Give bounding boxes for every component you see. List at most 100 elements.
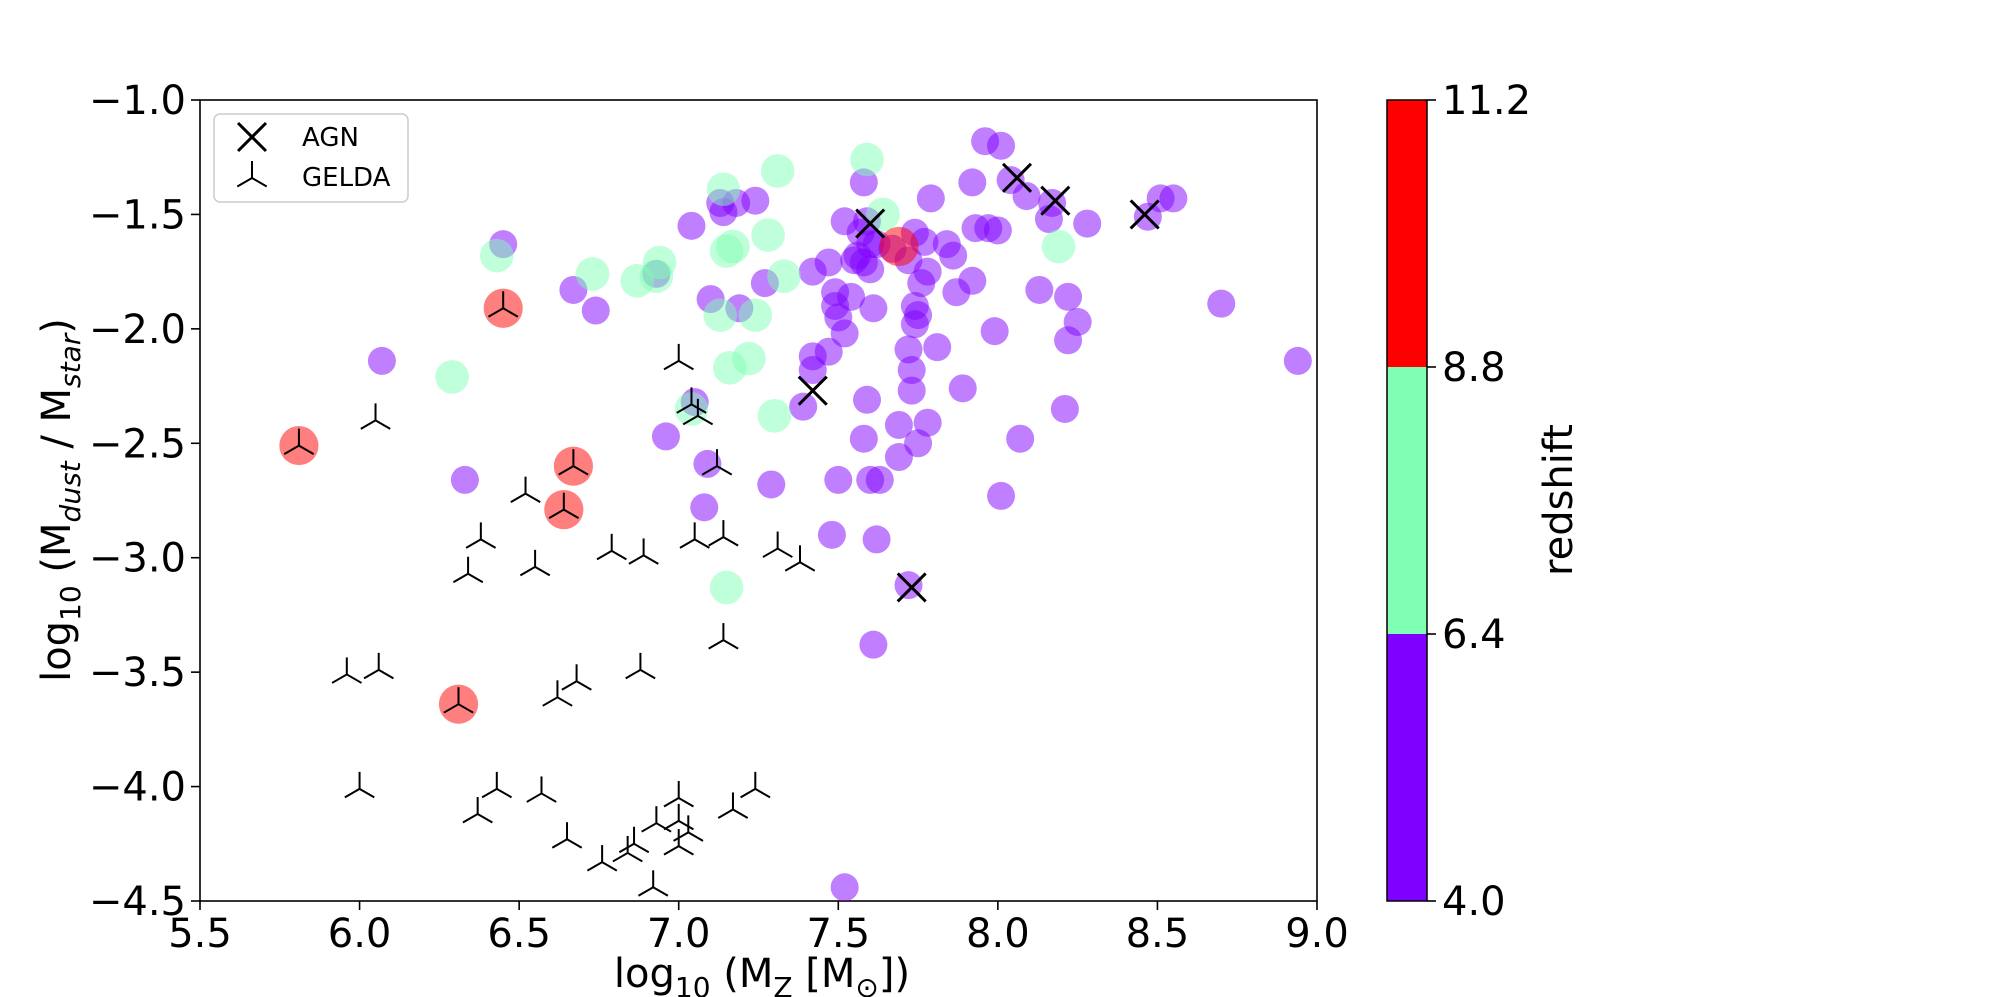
data-point bbox=[900, 310, 929, 339]
agn-marker bbox=[1001, 162, 1033, 193]
x-tick-label: 7.5 bbox=[806, 911, 870, 957]
data-point bbox=[757, 399, 792, 433]
data-point bbox=[824, 465, 853, 494]
gelda-marker bbox=[628, 538, 659, 565]
colorbar-tick-label: 8.8 bbox=[1442, 345, 1506, 391]
x-tick-label: 6.5 bbox=[487, 911, 551, 957]
gelda-marker bbox=[663, 781, 694, 808]
gelda-marker bbox=[740, 771, 771, 799]
gelda-marker bbox=[331, 657, 363, 684]
y-axis: −4.5 −4.0 −3.5 −3.0 −2.5 −2.0 −1.5 −1.0 bbox=[89, 78, 200, 925]
colorbar: 4.0 6.4 8.8 11.2 redshift bbox=[1386, 78, 1582, 925]
y-tick-label: −2.0 bbox=[89, 307, 186, 353]
data-point bbox=[450, 465, 479, 494]
data-point bbox=[706, 172, 741, 207]
gelda-marker bbox=[717, 792, 749, 819]
data-point bbox=[865, 465, 894, 494]
colorbar-bar bbox=[1386, 99, 1428, 902]
data-point bbox=[942, 278, 971, 307]
legend-x-marker-icon bbox=[236, 121, 268, 153]
data-point bbox=[620, 263, 655, 298]
y-tick-label: −3.5 bbox=[89, 650, 186, 696]
plot-frame bbox=[199, 99, 1318, 902]
x-tick-label: 8.5 bbox=[1126, 911, 1190, 957]
data-point bbox=[1025, 275, 1054, 304]
gelda-marker bbox=[762, 531, 793, 558]
data-point bbox=[709, 570, 744, 605]
gelda-marker bbox=[618, 826, 650, 854]
colorbar-label: redshift bbox=[1536, 424, 1582, 576]
data-point bbox=[1159, 184, 1188, 213]
agn-marker bbox=[855, 208, 886, 239]
data-point bbox=[738, 298, 773, 332]
colorbar-tick-label: 6.4 bbox=[1442, 612, 1506, 658]
y-tick-label: −4.5 bbox=[89, 879, 186, 925]
x-axis: 5.5 6.0 6.5 7.0 7.5 8.0 8.5 9.0 bbox=[168, 901, 1349, 957]
y-tick-label: −1.0 bbox=[89, 78, 186, 124]
gelda-marker bbox=[526, 776, 557, 803]
data-point bbox=[987, 481, 1016, 510]
markers-layer bbox=[283, 162, 1160, 897]
gelda-marker bbox=[561, 664, 592, 691]
data-point bbox=[866, 197, 900, 232]
gelda-marker bbox=[682, 398, 714, 426]
gelda-marker bbox=[586, 845, 618, 872]
data-point bbox=[853, 385, 882, 414]
data-point bbox=[767, 259, 801, 294]
gelda-marker bbox=[673, 815, 704, 842]
legend-agn-x bbox=[236, 121, 268, 153]
x-axis-title: log10 (MZ [M⊙]) bbox=[614, 951, 910, 997]
gelda-marker bbox=[542, 680, 573, 707]
y-tick-label: −3.0 bbox=[89, 536, 186, 582]
data-point bbox=[884, 410, 913, 439]
gelda-marker bbox=[641, 806, 672, 833]
agn-marker bbox=[1129, 199, 1160, 230]
x-tick-label: 7.0 bbox=[647, 911, 711, 957]
data-point bbox=[693, 449, 722, 478]
data-point bbox=[948, 374, 977, 403]
gelda-marker bbox=[663, 829, 694, 856]
data-point bbox=[884, 443, 913, 472]
data-point bbox=[703, 298, 738, 332]
gelda-marker bbox=[487, 291, 519, 318]
legend-gelda-tri bbox=[236, 161, 268, 188]
agn-marker bbox=[896, 572, 927, 603]
gelda-marker bbox=[462, 797, 493, 824]
gelda-marker bbox=[701, 449, 733, 476]
gelda-marker bbox=[612, 835, 643, 863]
points-layer bbox=[279, 127, 1312, 901]
gelda-marker bbox=[558, 449, 589, 476]
data-point bbox=[677, 211, 706, 240]
gelda-marker bbox=[663, 343, 694, 371]
data-point bbox=[913, 257, 942, 286]
colorbar-tick-label: 4.0 bbox=[1442, 879, 1506, 925]
data-point bbox=[751, 218, 785, 252]
data-point bbox=[757, 470, 786, 499]
data-point bbox=[923, 333, 952, 362]
agn-marker bbox=[797, 375, 828, 406]
gelda-marker bbox=[708, 520, 739, 547]
gelda-marker bbox=[465, 522, 497, 549]
x-tick-label: 5.5 bbox=[168, 911, 232, 957]
gelda-marker bbox=[519, 549, 551, 577]
data-point bbox=[830, 319, 859, 348]
gelda-marker bbox=[443, 687, 474, 714]
legend-box bbox=[213, 113, 409, 203]
gelda-marker bbox=[344, 771, 375, 799]
gelda-marker bbox=[625, 652, 656, 680]
data-point bbox=[856, 255, 885, 284]
data-point bbox=[862, 525, 891, 554]
gelda-marker bbox=[363, 652, 394, 680]
data-point bbox=[480, 238, 514, 273]
data-point bbox=[1073, 209, 1102, 238]
data-point bbox=[1207, 289, 1236, 318]
gelda-marker bbox=[596, 533, 627, 561]
gelda-marker bbox=[360, 403, 391, 430]
x-tick-label: 6.0 bbox=[328, 911, 392, 957]
legend-label-gelda: GELDA bbox=[302, 163, 391, 193]
x-tick-label: 8.0 bbox=[966, 911, 1030, 957]
data-point bbox=[1006, 424, 1035, 453]
data-point bbox=[879, 226, 919, 267]
data-point bbox=[1034, 205, 1063, 234]
colorbar-tick-label: 11.2 bbox=[1442, 78, 1531, 124]
